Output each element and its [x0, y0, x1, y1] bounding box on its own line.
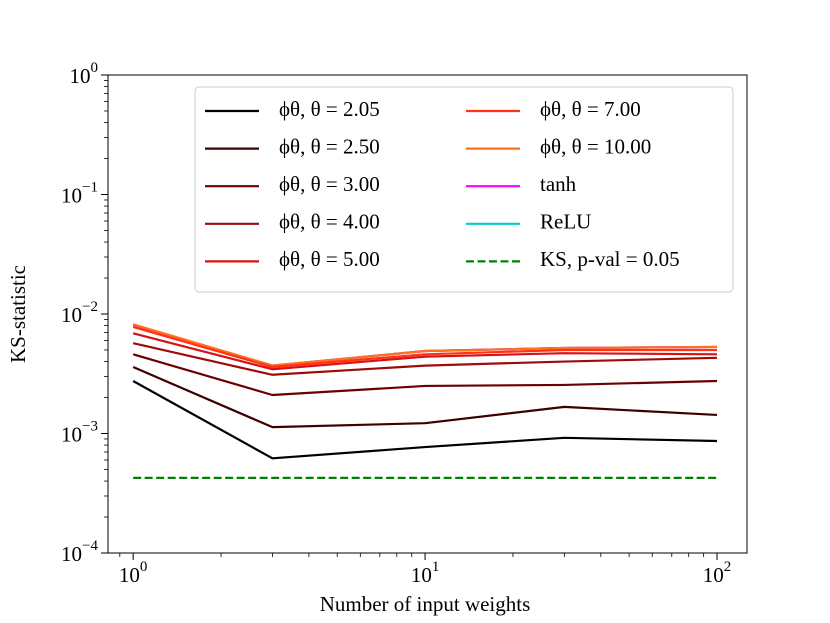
- tick-label: 100: [119, 559, 148, 586]
- legend-label: KS, p-val = 0.05: [540, 247, 680, 271]
- legend-label: tanh: [540, 172, 577, 196]
- tick-label: 10−4: [61, 538, 98, 565]
- legend-label: ϕθ, θ = 10.00: [540, 134, 651, 158]
- tick-label: 100: [70, 60, 99, 87]
- tick-base: 10: [119, 563, 140, 587]
- tick-base: 10: [61, 303, 82, 327]
- tick-exponent: −2: [82, 299, 98, 315]
- series-line: [132, 342, 718, 376]
- series-line: [132, 380, 718, 460]
- tick-exponent: −1: [82, 180, 98, 196]
- tick-label: 10−2: [61, 299, 98, 326]
- legend-label: ϕθ, θ = 4.00: [279, 210, 380, 234]
- tick-exponent: −3: [82, 419, 98, 435]
- series-line: [132, 325, 717, 369]
- y-axis-label: KS-statistic: [6, 265, 30, 363]
- series-line: [132, 323, 718, 367]
- tick-exponent: −4: [82, 538, 98, 554]
- legend: ϕθ, θ = 2.05 ϕθ, θ = 2.50 ϕθ, θ = 3.00 ϕθ, …: [194, 86, 734, 293]
- tick-exponent: 0: [140, 559, 148, 575]
- legend-label: ϕθ, θ = 2.50: [279, 134, 380, 158]
- tick-base: 10: [61, 542, 82, 566]
- series-line: [132, 332, 718, 371]
- x-axis-label: Number of input weights: [320, 592, 531, 616]
- tick-label: 102: [703, 559, 732, 586]
- tick-exponent: 0: [91, 60, 99, 76]
- tick-base: 10: [61, 422, 82, 446]
- tick-base: 10: [411, 563, 432, 587]
- tick-base: 10: [703, 563, 724, 587]
- tick-exponent: 1: [432, 559, 440, 575]
- tick-label: 10−3: [61, 419, 98, 446]
- plot-frame: [107, 74, 748, 554]
- tick-exponent: 2: [724, 559, 732, 575]
- legend-box: [194, 86, 734, 293]
- tick-label: 101: [411, 559, 440, 586]
- series-line: [132, 366, 718, 429]
- series-line: [132, 353, 718, 397]
- legend-label: ϕθ, θ = 2.05: [279, 97, 380, 121]
- legend-label: ϕθ, θ = 3.00: [279, 172, 380, 196]
- plot-lines: [132, 323, 718, 480]
- tick-base: 10: [70, 64, 91, 88]
- tick-base: 10: [61, 183, 82, 207]
- tick-label: 10−1: [61, 180, 98, 207]
- legend-label: ϕθ, θ = 5.00: [279, 247, 380, 271]
- legend-label: ReLU: [540, 210, 591, 234]
- legend-label: ϕθ, θ = 7.00: [540, 97, 641, 121]
